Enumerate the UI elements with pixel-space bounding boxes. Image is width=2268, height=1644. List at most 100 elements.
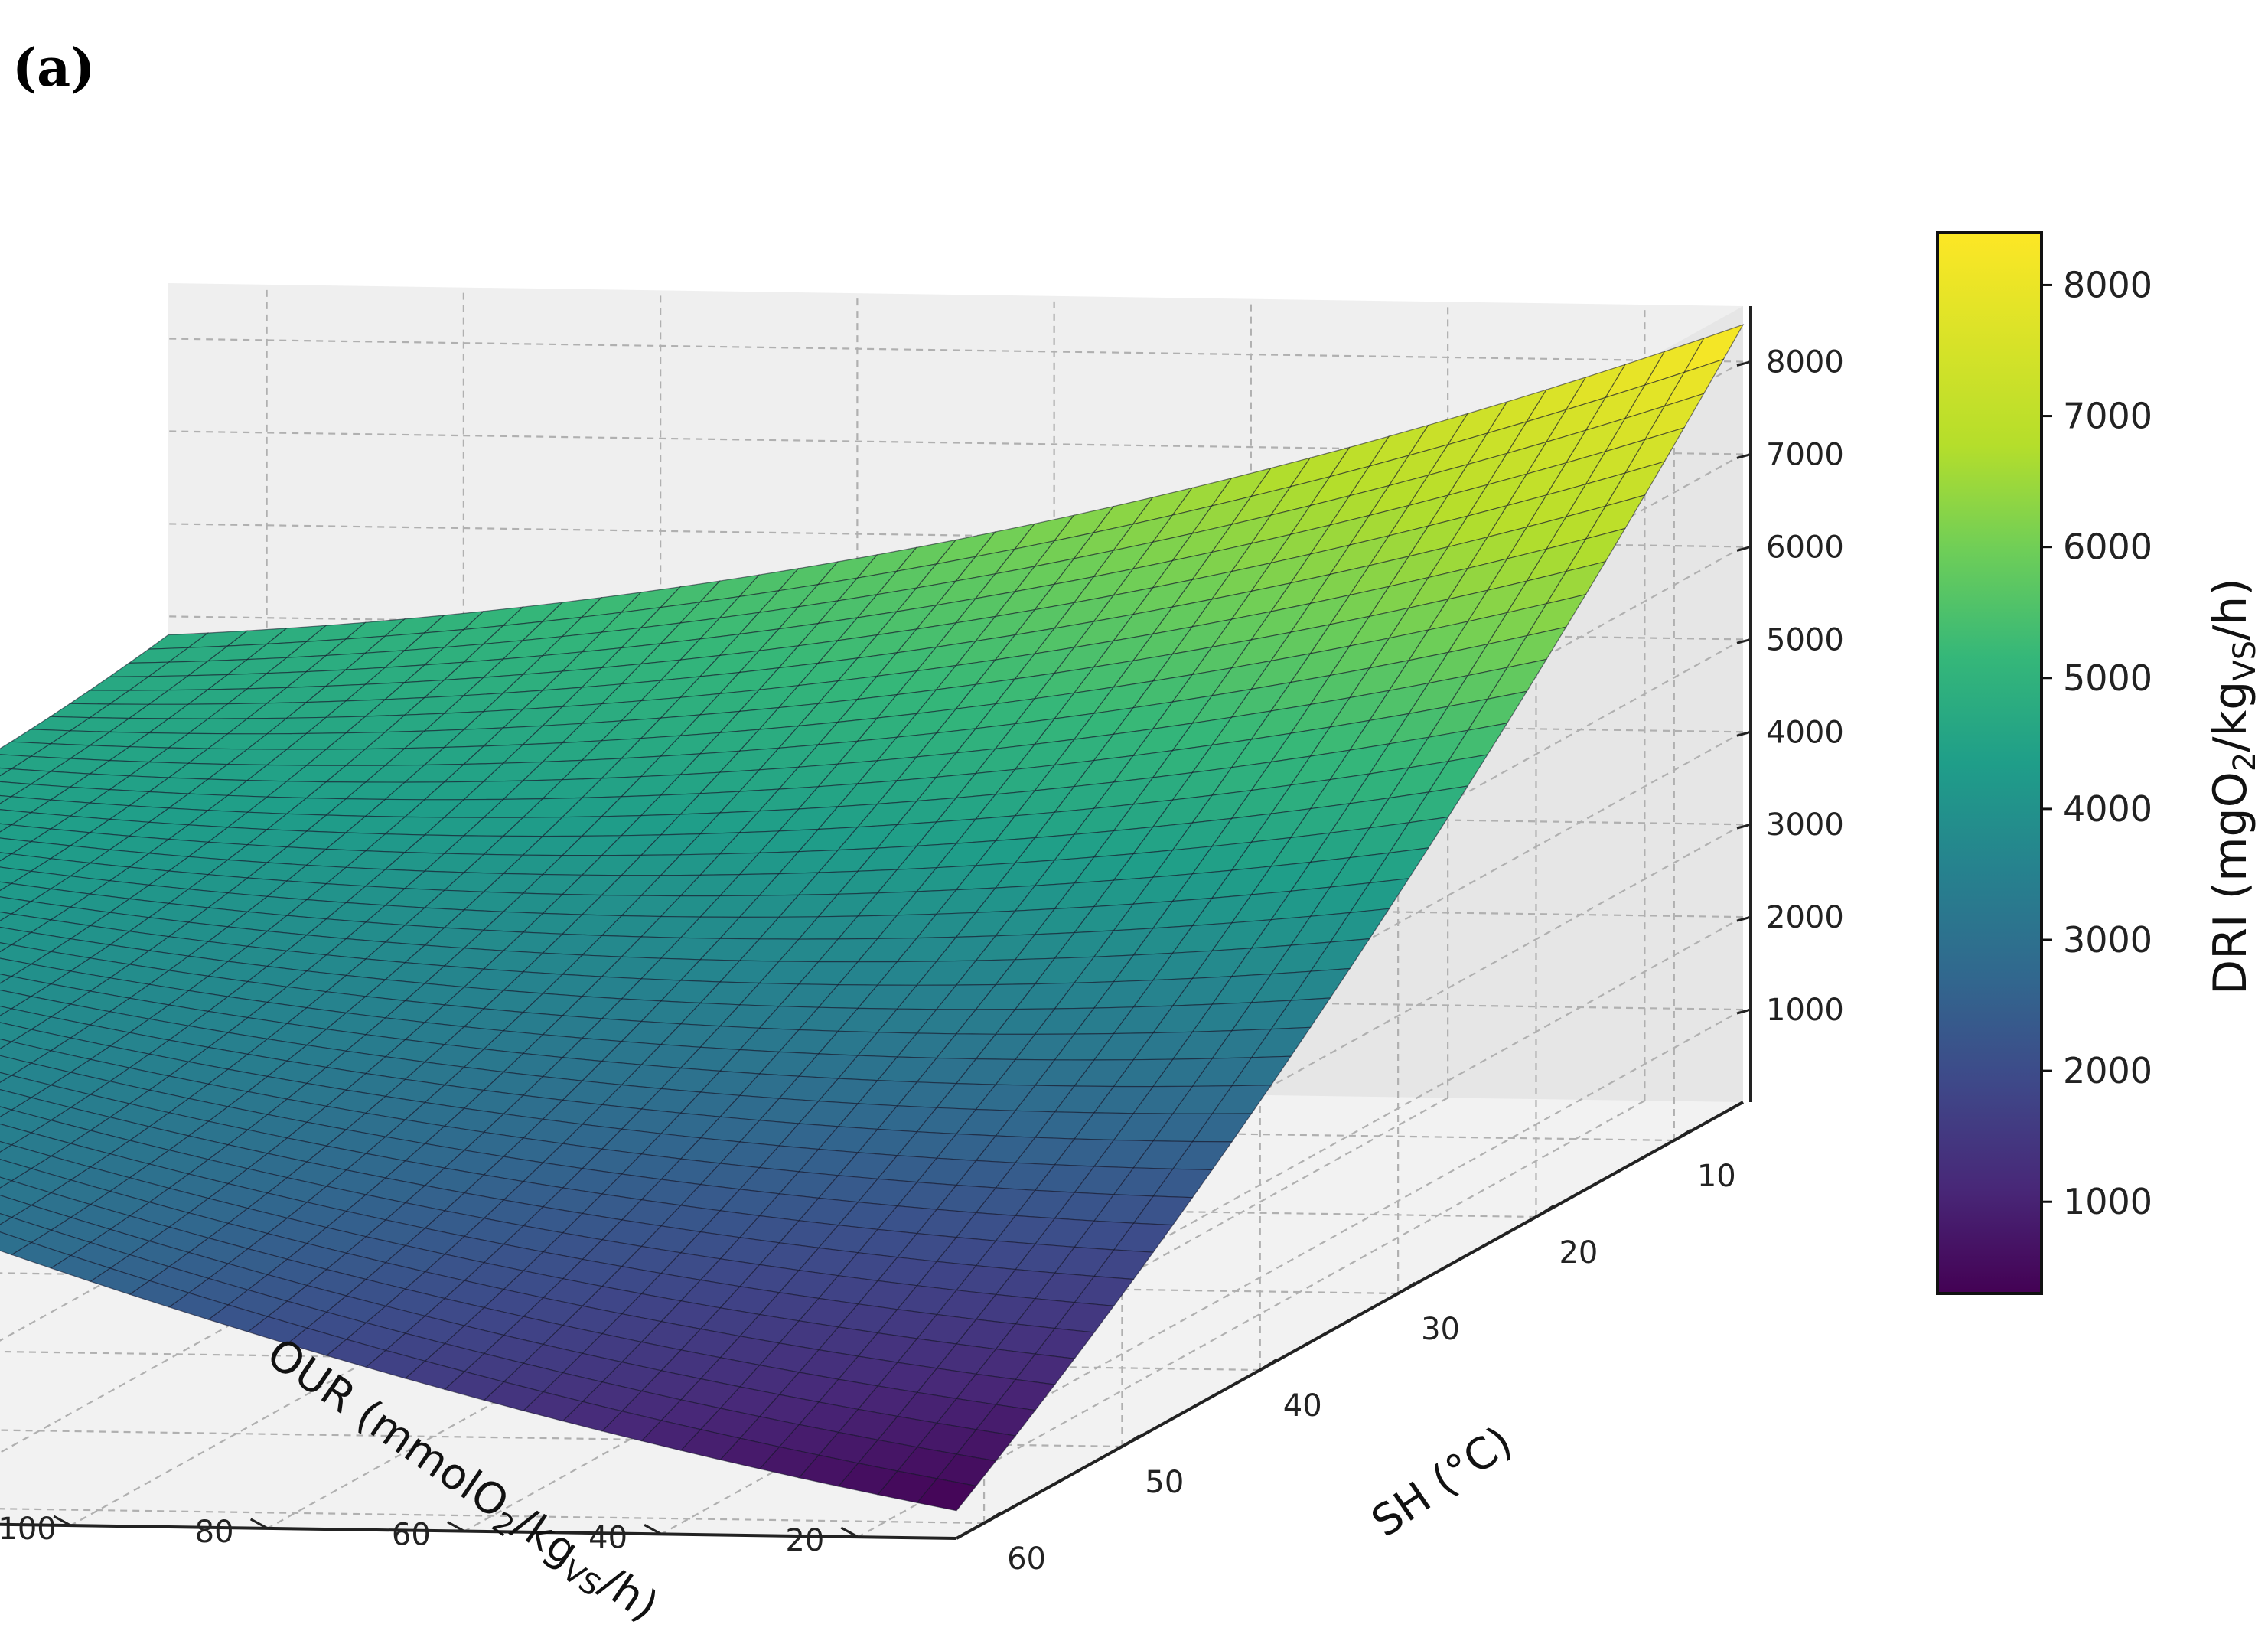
axis-lines (0, 306, 1752, 1540)
grid-line (168, 338, 1744, 363)
surface-patch (0, 913, 52, 933)
x-tick-label: 100 (0, 1512, 57, 1547)
colorbar-tick-label: 4000 (2063, 788, 2152, 830)
x-tick (53, 1515, 72, 1527)
surface-patch (0, 794, 13, 804)
z-tick-label: 4000 (1766, 715, 1844, 750)
z-tick (1736, 730, 1752, 737)
colorbar-tick-label: 3000 (2063, 919, 2152, 961)
y-tick-label: 20 (1559, 1235, 1598, 1271)
y-axis-ticks: 10 20 30 40 50 60 (983, 1128, 1736, 1577)
y-tick (983, 1511, 1002, 1525)
z-tick (1736, 1008, 1752, 1015)
surface-patch (0, 1231, 33, 1256)
x-tick (249, 1518, 269, 1530)
z-tick-label: 1000 (1766, 993, 1844, 1028)
x-tick (644, 1524, 662, 1535)
z-tick-label: 5000 (1766, 622, 1844, 657)
surface-patch (0, 1159, 33, 1182)
surface-patch (0, 767, 13, 777)
surface-patch (0, 1088, 33, 1111)
surface-patch (0, 1008, 52, 1030)
surface-patch (0, 853, 52, 872)
z-tick-label: 6000 (1766, 530, 1844, 565)
surface-patch (0, 942, 13, 953)
surface-patch (0, 824, 52, 843)
surface-patch (0, 1022, 33, 1042)
surface-patch (0, 1140, 13, 1153)
surface-patch (0, 741, 52, 757)
y-tick-label: 50 (1145, 1465, 1184, 1500)
y-tick-label: 10 (1697, 1159, 1736, 1194)
colorbar-label: DRI (mgO2/kgVS/h) (2204, 578, 2263, 995)
surface-patch (0, 896, 33, 915)
z-tick (1736, 453, 1752, 459)
surface-patch (0, 754, 32, 770)
surface (0, 324, 1745, 1512)
y-tick-label: 60 (1007, 1541, 1046, 1577)
surface-patch (0, 911, 13, 921)
y-axis-label: SH (°C) (1363, 1417, 1521, 1547)
surface-patch (0, 1072, 13, 1083)
surface-patch (0, 1176, 13, 1189)
surface-patch (0, 881, 13, 892)
y-tick (1121, 1434, 1140, 1448)
z-tick (1736, 915, 1752, 922)
x-tick (840, 1526, 859, 1538)
z-tick-label: 7000 (1766, 437, 1844, 472)
colorbar-tick-label: 8000 (2063, 264, 2152, 305)
surface-patch (0, 837, 33, 855)
grid-line (956, 1009, 1744, 1447)
z-tick-label: 8000 (1766, 345, 1844, 380)
x-tick-label: 80 (195, 1515, 234, 1550)
x-tick (447, 1521, 465, 1532)
y-tick (1673, 1128, 1692, 1142)
surface-patch (0, 1055, 33, 1076)
surface-patch (0, 809, 33, 826)
surface-patch (0, 1195, 33, 1218)
colorbar-tick-label: 5000 (2063, 657, 2152, 699)
y-tick (1259, 1358, 1278, 1372)
x-tick-label: 40 (588, 1520, 627, 1555)
y-tick (1397, 1281, 1416, 1295)
surface-patch (0, 1038, 13, 1049)
z-tick (1736, 545, 1752, 552)
z-tick (1736, 360, 1752, 367)
colorbar-ticks: 1000 2000 3000 4000 5000 6000 7000 8000 (2042, 264, 2152, 1222)
colorbar-tick-label: 1000 (2063, 1181, 2152, 1222)
surface-patch (0, 1075, 52, 1098)
y-tick-label: 40 (1283, 1388, 1322, 1424)
x-tick-label: 60 (392, 1518, 431, 1553)
x-axis-line (0, 1522, 957, 1540)
surface-patch (0, 1006, 13, 1016)
surface-patch (0, 1213, 13, 1225)
surface-patch (0, 990, 33, 1010)
colorbar-tick-label: 7000 (2063, 396, 2152, 437)
surface-patch (0, 781, 33, 798)
colorbar-tick-label: 6000 (2063, 527, 2152, 568)
z-tick (1736, 638, 1752, 644)
surface-patch (0, 944, 52, 965)
colorbar-tick-label: 2000 (2063, 1050, 2152, 1091)
panel-label: (a) (12, 38, 95, 99)
surface-patch (0, 976, 52, 997)
surface-patch (0, 823, 13, 833)
surface-patch (0, 882, 52, 902)
z-axis-ticks: 1000 2000 3000 4000 5000 6000 7000 8000 (1736, 345, 1844, 1028)
x-axis-ticks: 20406080100120140160 (0, 1512, 859, 1558)
y-tick-label: 30 (1421, 1312, 1460, 1347)
surface-patch (0, 768, 52, 785)
surface-patch (0, 866, 33, 885)
y-tick (1535, 1205, 1554, 1218)
surface-patch (0, 1041, 52, 1064)
surface-patch (0, 926, 33, 946)
x-tick-label: 20 (785, 1523, 824, 1558)
surface-patch (0, 1124, 33, 1146)
z-tick-label: 2000 (1766, 900, 1844, 935)
surface-patch (0, 1109, 52, 1134)
surface-patch (0, 957, 33, 977)
z-tick (1736, 823, 1752, 830)
surface-patch (0, 852, 13, 862)
z-tick-label: 3000 (1766, 807, 1844, 843)
